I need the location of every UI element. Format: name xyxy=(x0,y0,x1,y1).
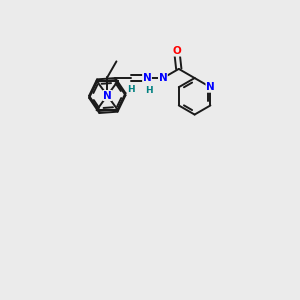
Text: N: N xyxy=(206,82,215,92)
Text: N: N xyxy=(143,73,152,83)
Text: O: O xyxy=(172,46,181,56)
Text: H: H xyxy=(127,85,135,94)
Text: N: N xyxy=(103,91,112,100)
Text: H: H xyxy=(145,86,152,95)
Text: N: N xyxy=(158,73,167,83)
